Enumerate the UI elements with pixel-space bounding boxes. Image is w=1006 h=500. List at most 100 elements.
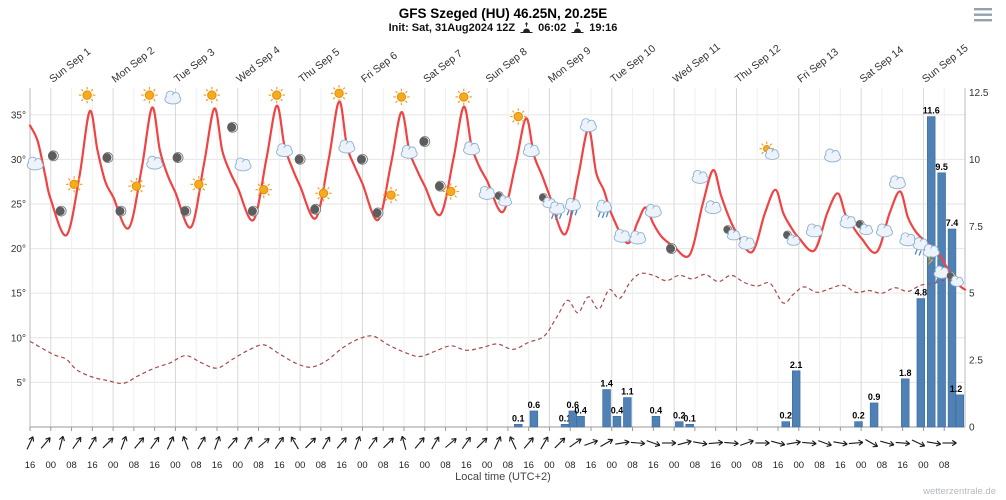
time-tick-label: 08 xyxy=(378,460,389,471)
precip-bar xyxy=(675,421,684,428)
weather-icon-sun xyxy=(315,185,332,202)
init-text: Init: Sat, 31Aug2024 12Z xyxy=(388,22,516,34)
temp-axis-label: 20° xyxy=(11,244,26,255)
time-tick-label: 16 xyxy=(835,460,846,471)
weather-icon-moon xyxy=(102,152,114,163)
wind-arrow xyxy=(290,436,299,450)
time-tick-label: 00 xyxy=(357,460,368,471)
weather-icon-sun xyxy=(382,186,400,204)
wind-arrow xyxy=(197,436,206,450)
wind-arrow xyxy=(120,435,128,450)
precip-bar xyxy=(791,370,801,428)
time-tick-label: 16 xyxy=(586,460,597,471)
weather-icon-storm xyxy=(922,243,940,266)
time-tick-label: 00 xyxy=(419,460,430,471)
wind-arrow xyxy=(926,440,942,447)
precip-bar xyxy=(916,298,926,428)
weather-icon-rain xyxy=(549,201,566,220)
weather-icon-cloud xyxy=(613,228,631,243)
time-tick-label: 08 xyxy=(814,460,825,471)
day-label: Sun Sep 15 xyxy=(920,42,971,85)
weather-icon-cloud xyxy=(899,232,917,247)
wind-arrow xyxy=(509,436,517,450)
wind-arrow xyxy=(865,439,879,448)
time-tick-label: 08 xyxy=(752,460,763,471)
weather-icon-sun xyxy=(128,177,145,195)
menu-button[interactable] xyxy=(974,8,996,26)
wind-arrow xyxy=(40,437,51,449)
time-tick-label: 00 xyxy=(856,460,867,471)
day-label: Sun Sep 8 xyxy=(484,46,530,86)
sunset-time: 19:16 xyxy=(589,22,618,34)
time-tick-label: 08 xyxy=(191,460,202,471)
day-label: Wed Sep 4 xyxy=(234,44,282,85)
wind-arrow xyxy=(258,437,270,448)
precip-axis-label: 7.5 xyxy=(969,222,983,233)
time-tick-label: 08 xyxy=(253,460,264,471)
dewpoint-line xyxy=(29,272,960,385)
weather-icon-rain xyxy=(595,199,613,219)
weather-icon-sun xyxy=(190,176,208,193)
precip-value-label: 9.5 xyxy=(935,162,948,172)
time-tick-label: 00 xyxy=(170,460,181,471)
precip-bar xyxy=(781,421,790,428)
wind-arrow xyxy=(584,439,599,446)
weather-icon-cloud xyxy=(164,90,182,105)
precip-value-label: 2.1 xyxy=(790,360,803,370)
weather-icon-cloud xyxy=(876,223,893,238)
weather-icon-cloud xyxy=(146,155,164,170)
day-label: Fri Sep 6 xyxy=(359,50,400,86)
wind-arrow xyxy=(911,439,926,448)
precip-value-label: 0.4 xyxy=(574,405,587,415)
weather-icon-sun xyxy=(455,88,472,106)
wind-arrow xyxy=(818,440,832,447)
time-tick-label: 16 xyxy=(461,460,472,471)
time-tick-label: 16 xyxy=(87,460,98,471)
precip-value-label: 0.6 xyxy=(528,400,541,410)
weather-icon-moon xyxy=(666,243,677,254)
time-tick-label: 16 xyxy=(710,460,721,471)
temp-axis-label: 35° xyxy=(11,110,26,121)
time-tick-label: 08 xyxy=(939,460,950,471)
time-tick-label: 16 xyxy=(773,460,784,471)
precip-axis-label: 12.5 xyxy=(969,88,989,99)
wind-arrow xyxy=(400,435,407,450)
weather-icon-cloud xyxy=(522,143,540,157)
weather-icon-cloud xyxy=(824,148,841,163)
wind-arrow xyxy=(368,436,378,450)
precip-value-label: 1.2 xyxy=(950,384,963,394)
weather-icon-moon xyxy=(47,150,59,162)
wind-arrow xyxy=(786,439,801,446)
wind-arrow xyxy=(72,436,82,450)
weather-icon-cloud xyxy=(26,156,44,171)
precip-value-label: 11.6 xyxy=(923,106,940,116)
weather-icon-moon xyxy=(310,203,322,215)
weather-icon-sun xyxy=(78,86,96,104)
precip-value-label: 0.1 xyxy=(512,413,525,423)
day-label: Thu Sep 5 xyxy=(297,46,343,85)
day-label: Wed Sep 11 xyxy=(671,41,723,86)
sunrise-time: 06:02 xyxy=(538,22,567,34)
wind-arrow xyxy=(166,436,175,450)
wind-arrow xyxy=(895,440,911,447)
time-tick-label: 08 xyxy=(316,460,327,471)
time-tick-label: 08 xyxy=(627,460,638,471)
wind-arrow xyxy=(274,436,284,450)
precip-value-label: 0.1 xyxy=(559,413,572,423)
time-tick-label: 08 xyxy=(129,460,140,471)
wind-arrow xyxy=(708,439,724,446)
wind-arrow xyxy=(227,437,238,449)
weather-icon-cloud xyxy=(579,118,597,133)
time-tick-label: 08 xyxy=(503,460,514,471)
time-tick-label: 16 xyxy=(149,460,160,471)
weather-icon-moon xyxy=(172,152,184,163)
time-tick-label: 16 xyxy=(523,460,534,471)
precip-value-label: 7.4 xyxy=(946,218,959,228)
time-tick-label: 00 xyxy=(606,460,617,471)
wind-arrow xyxy=(26,436,35,450)
weather-icon-cloud xyxy=(839,214,857,229)
precip-bar xyxy=(529,410,539,428)
day-label: Sun Sep 1 xyxy=(47,46,93,86)
time-tick-label: 00 xyxy=(108,460,119,471)
weather-icon-sun xyxy=(510,108,527,125)
